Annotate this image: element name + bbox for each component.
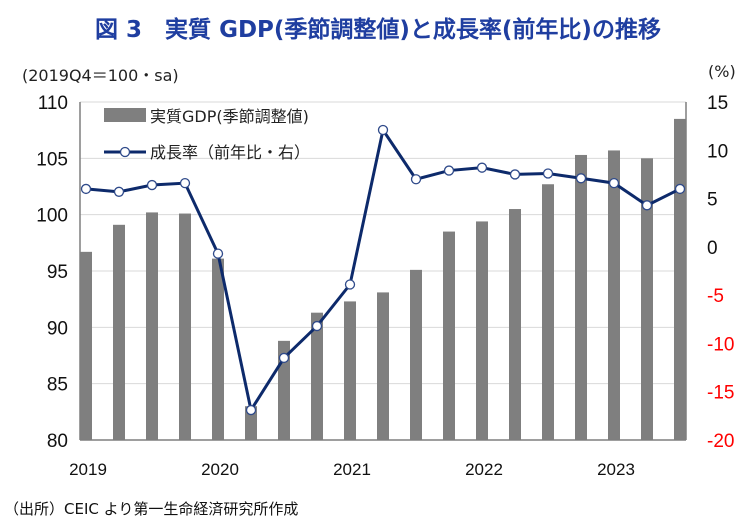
right-axis-unit: (%)	[708, 62, 736, 81]
growth-point	[278, 352, 290, 364]
growth-point	[575, 173, 587, 184]
left-tick-label: 110	[38, 93, 68, 114]
right-tick-label: -15	[707, 383, 734, 404]
left-tick-label: 100	[36, 206, 68, 227]
growth-point	[245, 404, 257, 416]
left-tick-label: 105	[36, 149, 68, 170]
growth-point	[542, 168, 554, 179]
gdp-bar	[245, 406, 257, 440]
legend-line-label: 成長率（前年比・右）	[150, 143, 310, 162]
growth-point	[80, 183, 92, 195]
growth-point	[113, 186, 125, 197]
x-tick-label: 2023	[597, 460, 635, 479]
gdp-bar	[509, 209, 521, 440]
x-tick-label: 2020	[201, 460, 239, 479]
growth-point	[608, 177, 620, 189]
growth-point	[311, 320, 323, 332]
right-tick-label: -20	[707, 431, 734, 452]
gdp-bar	[476, 221, 488, 440]
x-tick-label: 2021	[333, 460, 371, 479]
legend-bar-label: 実質GDP(季節調整値)	[150, 107, 309, 126]
right-tick-label: 0	[707, 238, 718, 259]
gdp-bar	[608, 150, 620, 441]
gdp-bar	[410, 269, 422, 440]
gdp-bar	[146, 212, 158, 440]
left-tick-label: 95	[47, 262, 68, 283]
left-tick-label: 90	[47, 318, 68, 339]
gdp-bar	[80, 251, 92, 440]
right-tick-label: -5	[707, 286, 724, 307]
growth-point	[674, 183, 686, 195]
right-tick-label: 10	[707, 141, 728, 162]
growth-point	[344, 279, 356, 290]
growth-point	[641, 200, 653, 211]
gdp-bar	[278, 340, 290, 440]
gdp-bar	[641, 158, 653, 441]
gdp-bar	[113, 224, 125, 440]
growth-point	[509, 169, 521, 180]
left-axis-unit: (2019Q4＝100・sa)	[22, 66, 179, 85]
growth-point	[443, 165, 455, 176]
growth-point	[476, 162, 488, 173]
chart-title: 図 3 実質 GDP(季節調整値)と成長率(前年比)の推移	[95, 17, 661, 43]
growth-point	[146, 179, 158, 191]
gdp-bar	[674, 118, 686, 441]
gdp-bar	[542, 184, 554, 440]
left-tick-label: 85	[47, 375, 68, 396]
source-note: （出所）CEIC より第一生命経済研究所作成	[4, 500, 299, 518]
gdp-bar	[575, 154, 587, 440]
x-tick-label: 2019	[69, 460, 107, 479]
legend-line-marker	[119, 146, 131, 158]
x-tick-label: 2022	[465, 460, 503, 479]
gdp-bar	[443, 231, 455, 440]
gdp-bar	[377, 292, 389, 440]
growth-point	[179, 177, 191, 189]
right-tick-label: -10	[707, 334, 734, 355]
growth-point	[212, 248, 224, 259]
growth-point	[410, 174, 422, 185]
gdp-bar	[179, 213, 191, 440]
left-tick-label: 80	[47, 431, 68, 452]
legend-bar-swatch	[104, 108, 146, 122]
right-tick-label: 5	[707, 190, 718, 211]
growth-point	[377, 124, 389, 136]
gdp-bar	[311, 312, 323, 440]
gdp-bar	[212, 258, 224, 440]
gdp-bar	[344, 301, 356, 440]
right-tick-label: 15	[707, 93, 728, 114]
